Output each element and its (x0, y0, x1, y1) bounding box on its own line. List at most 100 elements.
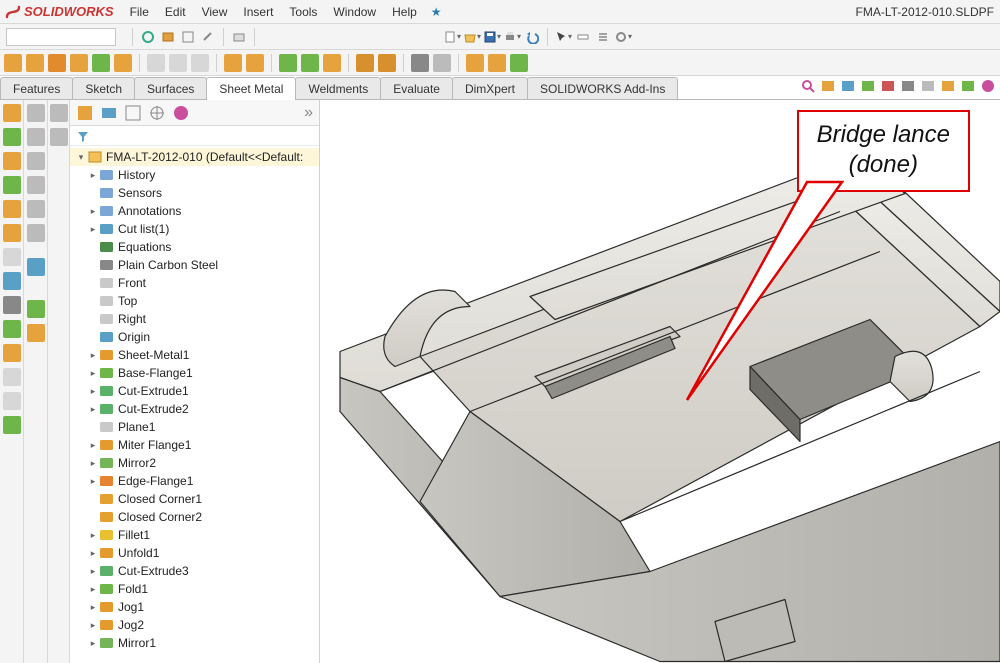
menu-help[interactable]: Help (384, 5, 425, 19)
tool-icon[interactable] (27, 104, 45, 122)
tree-node[interactable]: Closed Corner2 (70, 508, 319, 526)
tree-filter[interactable] (70, 126, 319, 146)
tree-tab-overflow-icon[interactable]: » (304, 104, 313, 122)
cube-icon[interactable] (159, 28, 177, 46)
tool-icon[interactable] (27, 300, 45, 318)
tree-node[interactable]: Equations (70, 238, 319, 256)
tree-node[interactable]: Sensors (70, 184, 319, 202)
tree-node[interactable]: Right (70, 310, 319, 328)
menu-file[interactable]: File (122, 5, 157, 19)
display-icon[interactable] (230, 28, 248, 46)
undo-icon[interactable] (523, 28, 541, 46)
tool-icon[interactable] (3, 200, 21, 218)
tree-node[interactable]: ▸Mirror1 (70, 634, 319, 652)
cmd-icon[interactable] (433, 54, 451, 72)
tree-node[interactable]: Origin (70, 328, 319, 346)
cmd-icon[interactable] (114, 54, 132, 72)
view-icon[interactable] (920, 78, 936, 94)
tree-node[interactable]: ▸Base-Flange1 (70, 364, 319, 382)
tab-surfaces[interactable]: Surfaces (134, 77, 207, 99)
tool-icon[interactable] (27, 176, 45, 194)
save-icon[interactable] (483, 28, 501, 46)
rebuild-icon[interactable] (139, 28, 157, 46)
cmd-icon[interactable] (279, 54, 297, 72)
cmd-icon[interactable] (301, 54, 319, 72)
tool-icon[interactable] (3, 296, 21, 314)
tree-node[interactable]: Plane1 (70, 418, 319, 436)
tree-node[interactable]: ▸Annotations (70, 202, 319, 220)
tool-icon[interactable] (27, 128, 45, 146)
menu-edit[interactable]: Edit (157, 5, 194, 19)
menu-pin-icon[interactable]: ★ (425, 5, 448, 19)
tool-icon[interactable] (3, 344, 21, 362)
tab-evaluate[interactable]: Evaluate (380, 77, 453, 99)
tree-node[interactable]: Top (70, 292, 319, 310)
tool-icon[interactable] (3, 320, 21, 338)
tree-node[interactable]: ▸Unfold1 (70, 544, 319, 562)
tool-icon[interactable] (3, 392, 21, 410)
view-icon[interactable] (880, 78, 896, 94)
tool-icon[interactable] (3, 176, 21, 194)
cmd-icon[interactable] (224, 54, 242, 72)
menu-tools[interactable]: Tools (281, 5, 325, 19)
tool-icon[interactable] (27, 200, 45, 218)
quick-search-input[interactable] (6, 28, 116, 46)
tree-tab-feature-icon[interactable] (76, 104, 94, 122)
options-icon[interactable] (179, 28, 197, 46)
cmd-icon[interactable] (378, 54, 396, 72)
tab-weldments[interactable]: Weldments (295, 77, 381, 99)
tab-addins[interactable]: SOLIDWORKS Add-Ins (527, 77, 678, 99)
tool-icon[interactable] (3, 416, 21, 434)
tool-icon[interactable] (3, 128, 21, 146)
menu-window[interactable]: Window (325, 5, 384, 19)
tree-node[interactable]: ▸Jog1 (70, 598, 319, 616)
tool-icon[interactable] (3, 368, 21, 386)
cmd-icon[interactable] (191, 54, 209, 72)
cmd-icon[interactable] (169, 54, 187, 72)
tab-dimxpert[interactable]: DimXpert (452, 77, 528, 99)
ruler-icon[interactable] (574, 28, 592, 46)
tree-node[interactable]: ▸Fillet1 (70, 526, 319, 544)
view-icon[interactable] (820, 78, 836, 94)
tool-icon[interactable] (3, 248, 21, 266)
link-icon[interactable] (199, 28, 217, 46)
select-icon[interactable] (554, 28, 572, 46)
feature-tree[interactable]: ▾ FMA-LT-2012-010 (Default<<Default: ▸Hi… (70, 146, 319, 663)
tool-icon[interactable] (3, 152, 21, 170)
tool-icon[interactable] (50, 128, 68, 146)
tree-node[interactable]: ▸Fold1 (70, 580, 319, 598)
tool-icon[interactable] (3, 272, 21, 290)
tab-features[interactable]: Features (0, 77, 73, 99)
cmd-icon[interactable] (48, 54, 66, 72)
tree-node[interactable]: ▸History (70, 166, 319, 184)
graphics-viewport[interactable]: Bridge lance (done) (320, 100, 1000, 663)
tree-tab-config-icon[interactable] (124, 104, 142, 122)
tree-node[interactable]: ▸Sheet-Metal1 (70, 346, 319, 364)
view-icon[interactable] (900, 78, 916, 94)
view-icon[interactable] (840, 78, 856, 94)
cmd-icon[interactable] (70, 54, 88, 72)
new-icon[interactable] (443, 28, 461, 46)
tree-node[interactable]: ▸Miter Flange1 (70, 436, 319, 454)
list-icon[interactable] (594, 28, 612, 46)
tool-icon[interactable] (27, 324, 45, 342)
cmd-icon[interactable] (92, 54, 110, 72)
tree-tab-dim-icon[interactable] (148, 104, 166, 122)
tree-node[interactable]: ▸Jog2 (70, 616, 319, 634)
tool-icon[interactable] (3, 224, 21, 242)
settings-icon[interactable] (614, 28, 632, 46)
cmd-icon[interactable] (246, 54, 264, 72)
tab-sketch[interactable]: Sketch (72, 77, 135, 99)
tool-icon[interactable] (27, 152, 45, 170)
view-icon[interactable] (860, 78, 876, 94)
tree-node[interactable]: ▸Cut list(1) (70, 220, 319, 238)
view-icon[interactable] (940, 78, 956, 94)
tree-node[interactable]: ▸Edge-Flange1 (70, 472, 319, 490)
cmd-icon[interactable] (26, 54, 44, 72)
appearance-icon[interactable] (980, 78, 996, 94)
menu-insert[interactable]: Insert (235, 5, 281, 19)
cmd-icon[interactable] (466, 54, 484, 72)
tree-tab-appearance-icon[interactable] (172, 104, 190, 122)
open-icon[interactable] (463, 28, 481, 46)
cmd-icon[interactable] (147, 54, 165, 72)
